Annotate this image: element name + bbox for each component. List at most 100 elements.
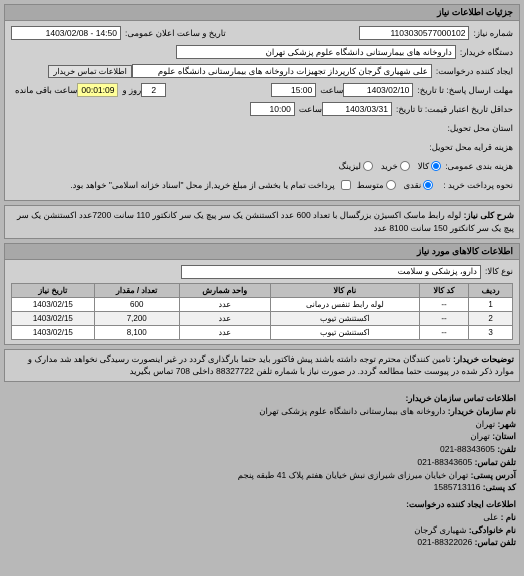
prov-label: استان:: [492, 431, 516, 441]
table-cell: عدد: [179, 297, 270, 311]
remain-days: [141, 83, 166, 97]
req-no-label: شماره نیاز:: [473, 28, 513, 39]
pack-opt-0[interactable]: کالا: [418, 161, 441, 172]
need-details-panel: جزئیات اطلاعات نیاز شماره نیاز: تاریخ و …: [4, 4, 520, 201]
validity-date[interactable]: [322, 102, 392, 116]
remain-timer: 00:01:09: [77, 83, 118, 97]
need-summary-text: لوله رابط ماسک اکسیژن بزرگسال با تعداد 6…: [17, 210, 514, 233]
lname-label: نام خانوادگی:: [469, 525, 516, 535]
prov-val: تهران: [470, 431, 490, 441]
contact-info-block: اطلاعات تماس سازمان خریدار: نام سازمان خ…: [4, 386, 520, 551]
pack-radio-group: کالا خرید لیزینگ: [339, 161, 442, 172]
pay-opt-1[interactable]: متوسط: [357, 180, 396, 191]
post-label: کد پستی:: [483, 482, 516, 492]
need-summary-label: شرح کلی نیاز:: [464, 210, 514, 220]
table-cell: 2: [469, 311, 513, 325]
pack-radio-2[interactable]: [363, 161, 373, 171]
pack-radio-1[interactable]: [400, 161, 410, 171]
pay-opt-0[interactable]: نقدی: [404, 180, 434, 191]
pub-date-field[interactable]: [11, 26, 121, 40]
table-row: 2--اکستنشن تیوبعدد7,2001403/02/15: [12, 311, 513, 325]
goods-info-panel: اطلاعات کالاهای مورد نیاز نوع کالا: ردیف…: [4, 243, 520, 345]
cat-label: نوع کالا:: [485, 266, 513, 277]
pack-label: هزینه بندی عمومی:: [445, 161, 513, 172]
fname-val: علی: [483, 512, 498, 522]
deadline-send-label: مهلت ارسال پاسخ: تا تاریخ:: [417, 85, 513, 96]
pay-radio-0[interactable]: [423, 180, 433, 190]
pay-radio-1[interactable]: [386, 180, 396, 190]
freight-label: هزینه قرایه محل تحویل:: [429, 142, 513, 153]
table-cell: 7,200: [94, 311, 179, 325]
lname-val: شهیاری گرجان: [414, 525, 466, 535]
buyer-notes-box: توضیحات خریدار: تامین کنندگان محترم توجه…: [4, 349, 520, 383]
pub-date-label: تاریخ و ساعت اعلان عمومی:: [125, 28, 226, 39]
buyer-contact-button[interactable]: اطلاعات تماس خریدار: [48, 65, 131, 78]
buyer-notes-text: تامین کنندگان محترم توجه داشته باشند پیش…: [28, 354, 514, 377]
org-label: نام سازمان خریدار:: [448, 406, 516, 416]
tel1-label: تلفن:: [497, 444, 516, 454]
tel2-label: تلفن تماس:: [475, 457, 516, 467]
remain-label: ساعت باقی مانده: [15, 85, 77, 96]
th-0: ردیف: [469, 283, 513, 297]
time-label-1: ساعت: [320, 85, 343, 96]
th-2: نام کالا: [270, 283, 419, 297]
table-row: 3--اکستنشن تیوبعدد8,1001403/02/15: [12, 325, 513, 339]
th-4: تعداد / مقدار: [94, 283, 179, 297]
device-name-label: دستگاه خریدار:: [460, 47, 513, 58]
table-header-row: ردیف کد کالا نام کالا واحد شمارش تعداد /…: [12, 283, 513, 297]
validity-label: حداقل تاریخ اعتبار قیمت: تا تاریخ:: [396, 104, 513, 115]
pack-opt-1[interactable]: خرید: [381, 161, 410, 172]
city-val: تهران: [475, 419, 495, 429]
post-val: 1585713116: [434, 482, 481, 492]
buyer-notes-label: توضیحات خریدار:: [453, 354, 514, 364]
contact-title: اطلاعات تماس سازمان خریدار:: [8, 392, 516, 405]
deadline-send-date[interactable]: [343, 83, 413, 97]
table-cell: 600: [94, 297, 179, 311]
table-row: 1--لوله رابط تنفس درمانیعدد6001403/02/15: [12, 297, 513, 311]
days-label: روز و: [122, 85, 141, 96]
deadline-send-time[interactable]: [271, 83, 316, 97]
pack-radio-0[interactable]: [431, 161, 441, 171]
requester-field[interactable]: [132, 64, 432, 78]
addr-val: تهران خیایان میرزای شیرازی نبش خیایان هف…: [238, 470, 468, 480]
org-val: داروخانه های بیمارستانی دانشگاه علوم پزش…: [259, 406, 445, 416]
validity-time[interactable]: [250, 102, 295, 116]
table-cell: عدد: [179, 311, 270, 325]
fname-label: نام :: [501, 512, 516, 522]
ctel-label: تلفن تماس:: [475, 537, 516, 547]
table-cell: --: [419, 311, 468, 325]
table-cell: لوله رابط تنفس درمانی: [270, 297, 419, 311]
pay-label: نحوه پرداخت خرید :: [443, 180, 513, 191]
table-cell: 1403/02/15: [12, 325, 95, 339]
pack-opt-2[interactable]: لیزینگ: [339, 161, 373, 172]
device-name-field[interactable]: [176, 45, 456, 59]
pay-radio-group: نقدی متوسط: [357, 180, 433, 191]
goods-info-title: اطلاعات کالاهای مورد نیاز: [5, 244, 519, 260]
time-label-2: ساعت: [299, 104, 322, 115]
tel2-val: 88343605-021: [417, 457, 472, 467]
table-cell: 1403/02/15: [12, 311, 95, 325]
table-cell: 8,100: [94, 325, 179, 339]
pay-note: پرداخت تمام یا بخشی از مبلغ خرید,از محل …: [70, 180, 334, 191]
ctel-val: 88322026-021: [417, 537, 472, 547]
requester-label: ایجاد کننده درخواست:: [436, 66, 513, 77]
table-cell: 1403/02/15: [12, 297, 95, 311]
cat-field[interactable]: [181, 265, 481, 279]
city-label: شهر:: [497, 419, 516, 429]
creator-title: اطلاعات ایجاد کننده درخواست:: [8, 498, 516, 511]
need-summary-box: شرح کلی نیاز: لوله رابط ماسک اکسیژن بزرگ…: [4, 205, 520, 239]
goods-table: ردیف کد کالا نام کالا واحد شمارش تعداد /…: [11, 283, 513, 340]
table-cell: --: [419, 297, 468, 311]
tel1-val: 88343605-021: [440, 444, 495, 454]
loc-label: استان محل تحویل:: [448, 123, 514, 134]
th-5: تاریخ نیاز: [12, 283, 95, 297]
table-cell: 3: [469, 325, 513, 339]
table-cell: عدد: [179, 325, 270, 339]
addr-label: آدرس پستی:: [471, 470, 516, 480]
pay-note-checkbox[interactable]: [341, 180, 351, 190]
need-details-title: جزئیات اطلاعات نیاز: [5, 5, 519, 21]
table-cell: اکستنشن تیوب: [270, 325, 419, 339]
table-cell: --: [419, 325, 468, 339]
req-no-field[interactable]: [359, 26, 469, 40]
th-1: کد کالا: [419, 283, 468, 297]
